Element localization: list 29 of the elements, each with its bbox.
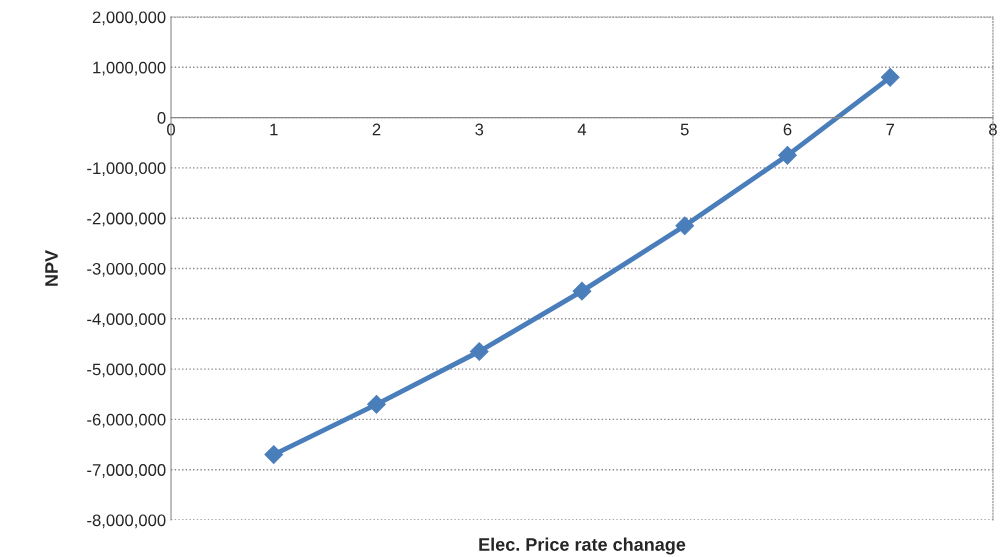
point (778, 145, 797, 165)
y-tick-label: -5,000,000 (87, 363, 166, 378)
y-tick-label: -8,000,000 (87, 514, 166, 529)
point (264, 445, 284, 464)
point (469, 342, 489, 361)
point (675, 216, 695, 236)
x-tick-label: 2 (372, 123, 381, 136)
point (880, 67, 900, 87)
y-tick-label: -2,000,000 (87, 212, 166, 227)
y-tick-label: -6,000,000 (87, 413, 166, 428)
y-tick-label: 2,000,000 (92, 11, 166, 26)
x-tick-label: 6 (783, 123, 792, 136)
y-tick-label: 0 (157, 111, 166, 124)
y-tick-label: -1,000,000 (87, 162, 166, 177)
y-tick-label: -3,000,000 (87, 262, 166, 277)
x-tick-label: 4 (577, 123, 587, 136)
x-tick-label: 0 (167, 123, 175, 136)
y-tick-label: 1,000,000 (93, 61, 166, 76)
x-tick-label: 8 (989, 123, 997, 136)
y-axis-title: NPV (45, 250, 58, 286)
y-tick-label: -7,000,000 (87, 464, 166, 478)
x-tick-label: 3 (475, 123, 484, 136)
point (572, 281, 592, 301)
point (367, 394, 386, 414)
x-tick-label: 7 (886, 123, 895, 136)
x-axis-title: Elec. Price rate chanage (479, 537, 686, 555)
x-tick-label: 1 (270, 123, 278, 136)
x-tick-label: 5 (680, 123, 689, 136)
y-tick-label: -4,000,000 (87, 313, 166, 327)
